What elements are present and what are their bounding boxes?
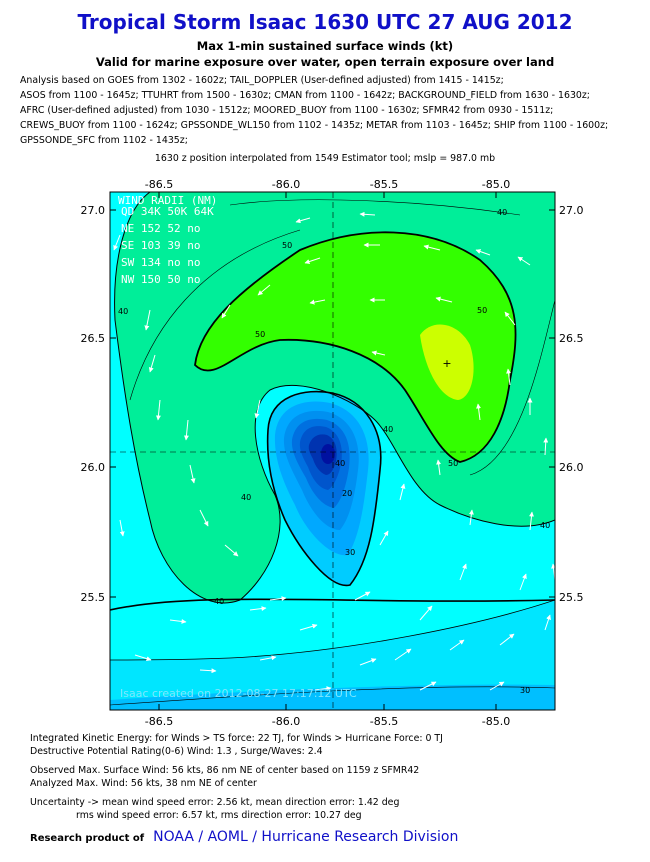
plot-frame (109, 191, 556, 711)
analysis-line: Analysis based on GOES from 1302 - 1602z… (20, 75, 504, 86)
analysis-sources: Analysis based on GOES from 1302 - 1602z… (20, 73, 640, 148)
y-tick-label: 25.5 (81, 591, 106, 604)
y-tick-label: 26.5 (81, 332, 106, 345)
x-axis-bottom: -86.5 -86.0 -85.5 -85.0 (145, 715, 510, 728)
contour-label: 20 (342, 489, 352, 498)
wind-band-south-low (110, 684, 555, 710)
wind-radii-table: WIND RADII (NM) QD 34K 50K 64K NE 152 52… (118, 194, 217, 286)
plot-area: 40 50 50 50 40 40 50 40 40 30 20 40 30 4… (110, 192, 555, 710)
x-tick-label: -86.0 (272, 715, 300, 728)
contour-label: 30 (345, 548, 355, 557)
credit-org-link[interactable]: NOAA / AOML / Hurricane Research Divisio… (153, 829, 459, 845)
wind-radii-row-ne: NE 152 52 no (121, 222, 200, 235)
wind-radii-row-sw: SW 134 no no (121, 256, 200, 269)
x-tick-marks (158, 192, 497, 710)
y-axis-right: 27.0 26.5 26.0 25.5 (559, 204, 584, 604)
observed-max-text: Observed Max. Surface Wind: 56 kts, 86 n… (30, 765, 420, 776)
contour-label: 50 (448, 459, 458, 468)
map-subtitle-units: Max 1-min sustained surface winds (kt) (196, 39, 454, 53)
wind-vector-arrows (113, 211, 555, 692)
analysis-line: AFRC (User-defined adjusted) from 1030 -… (20, 105, 554, 116)
x-tick-label: -85.5 (370, 715, 398, 728)
uncertainty-rms-text: rms wind speed error: 6.57 kt, rms direc… (76, 810, 362, 821)
destructive-potential-text: Destructive Potential Rating(0-6) Wind: … (30, 746, 323, 757)
analysis-line: CREWS_BUOY from 1100 - 1624z; GPSSONDE_W… (20, 120, 609, 131)
wind-field-map: 40 50 50 50 40 40 50 40 40 30 20 40 30 4… (81, 178, 584, 728)
y-tick-label: 26.0 (81, 461, 106, 474)
x-tick-label: -86.5 (145, 178, 173, 191)
y-tick-label: 26.5 (559, 332, 584, 345)
storm-core (267, 391, 381, 586)
contour-label: 40 (383, 425, 393, 434)
contour-label: 30 (520, 686, 530, 695)
x-tick-label: -86.0 (272, 178, 300, 191)
contour-label: 40 (118, 307, 128, 316)
credit-label: Research product of (30, 833, 145, 844)
wind-radii-header: QD 34K 50K 64K (121, 205, 214, 218)
position-note: 1630 z position interpolated from 1549 E… (154, 153, 496, 164)
credit-line: Research product of NOAA / AOML / Hurric… (30, 826, 458, 845)
max-wind-marker: + (442, 357, 451, 370)
uncertainty-text: Uncertainty -> mean wind speed error: 2.… (30, 797, 400, 808)
wind-radii-title: WIND RADII (NM) (118, 194, 217, 207)
contour-label: 50 (255, 330, 265, 339)
analysis-line: GPSSONDE_SFC from 1102 - 1435z; (20, 135, 188, 146)
y-axis-left: 27.0 26.5 26.0 25.5 (81, 204, 106, 604)
map-subtitle-validity: Valid for marine exposure over water, op… (95, 55, 555, 69)
contour-label: 40 (241, 493, 251, 502)
x-tick-label: -85.0 (482, 178, 510, 191)
analysis-line: ASOS from 1100 - 1645z; TTUHRT from 1500… (20, 90, 590, 101)
wind-radii-row-se: SE 103 39 no (121, 239, 200, 252)
contour-labels: 40 50 50 50 40 40 50 40 40 30 20 40 30 4… (118, 208, 550, 695)
wind-band-50-plus (195, 232, 516, 462)
y-tick-label: 27.0 (559, 204, 584, 217)
x-tick-label: -85.5 (370, 178, 398, 191)
wind-max-core (420, 324, 474, 400)
contour-label: 40 (214, 597, 224, 606)
creation-stamp: Isaac created on 2012-08-27 17:17:12 UTC (120, 687, 357, 700)
contour-label: 50 (477, 306, 487, 315)
wind-radii-row-nw: NW 150 50 no (121, 273, 200, 286)
y-tick-label: 26.0 (559, 461, 584, 474)
y-tick-marks (110, 209, 555, 598)
contour-label: 40 (335, 459, 345, 468)
analyzed-max-text: Analyzed Max. Wind: 56 kts, 38 nm NE of … (30, 778, 257, 789)
ike-text: Integrated Kinetic Energy: for Winds > T… (30, 733, 443, 744)
map-title: Tropical Storm Isaac 1630 UTC 27 AUG 201… (77, 10, 573, 34)
y-tick-label: 25.5 (559, 591, 584, 604)
contour-label: 50 (282, 241, 292, 250)
x-tick-label: -85.0 (482, 715, 510, 728)
contour-label: 40 (540, 521, 550, 530)
contour-label: 40 (497, 208, 507, 217)
x-axis-top: -86.5 -86.0 -85.5 -85.0 (145, 178, 510, 191)
contour-lines (110, 192, 555, 706)
x-tick-label: -86.5 (145, 715, 173, 728)
y-tick-label: 27.0 (81, 204, 106, 217)
